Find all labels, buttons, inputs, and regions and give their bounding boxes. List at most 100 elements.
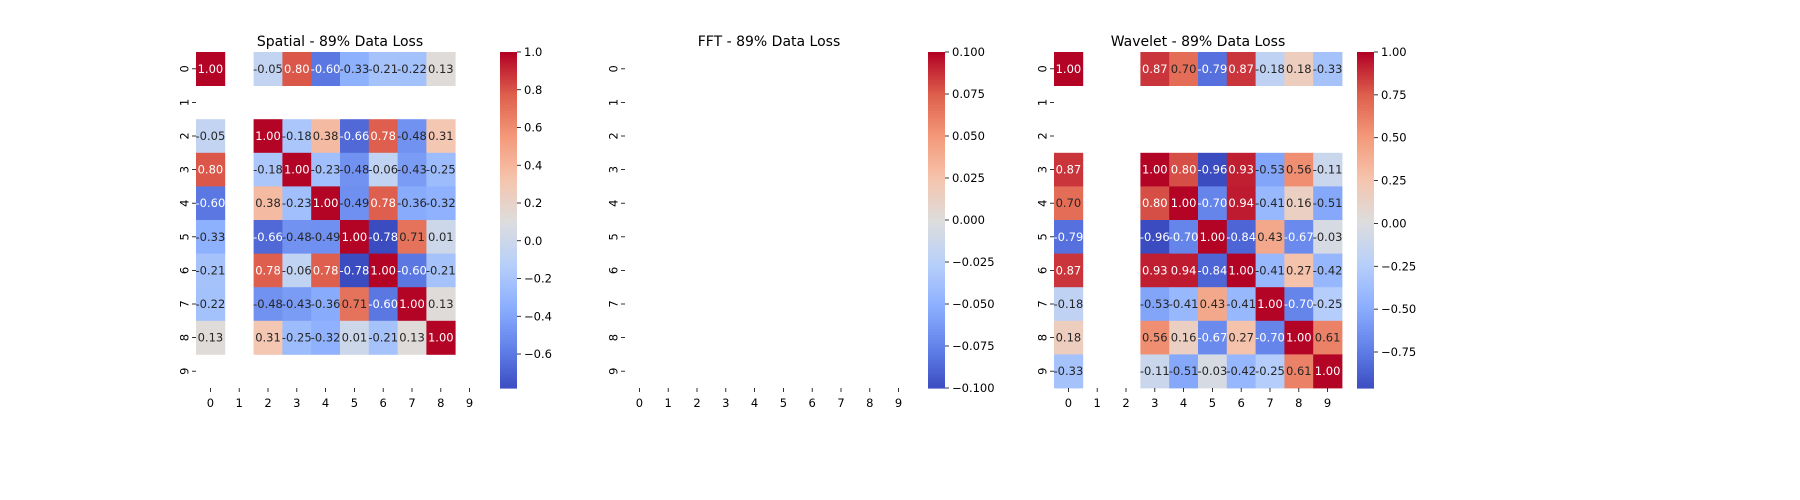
spatial-colorbar-segment: [500, 284, 517, 288]
wavelet-colorbar-segment: [1357, 217, 1374, 221]
fft-colorbar-segment: [928, 57, 945, 61]
wavelet-colorbar-segment: [1357, 85, 1374, 89]
spatial-cell: [397, 253, 427, 288]
fft-colorbar-segment: [928, 256, 945, 260]
spatial-colorbar-segment: [500, 130, 517, 134]
spatial-cell-label: 0.31: [428, 129, 454, 143]
fft-colorbar-segment: [928, 133, 945, 137]
spatial-cell: [368, 52, 398, 86]
wavelet-cell-label: 1.00: [1200, 230, 1226, 244]
fft-colorbar-segment: [928, 197, 945, 201]
spatial-cell-label: -0.06: [282, 263, 312, 277]
spatial-cell-label: 1.00: [428, 331, 454, 345]
spatial-cell-label: -0.06: [368, 163, 398, 177]
fft-colorbar-segment: [928, 337, 945, 341]
wavelet-colorbar-segment: [1357, 326, 1374, 330]
spatial-cell: [253, 152, 283, 187]
wavelet-cell: [1226, 354, 1256, 389]
wavelet-cell-label: -0.11: [1313, 163, 1343, 177]
wavelet-colorbar-segment: [1357, 295, 1374, 299]
wavelet-cell-label: -0.51: [1313, 196, 1343, 210]
wavelet-cell-label: -0.33: [1313, 62, 1343, 76]
wavelet-cell: [1169, 354, 1199, 389]
spatial-colorbar-segment: [500, 80, 517, 84]
spatial-cell-label: -0.25: [282, 331, 312, 345]
fft-x-tick-label: 9: [895, 396, 902, 410]
wavelet-colorbar-segment: [1357, 343, 1374, 347]
wavelet-cell-label: 0.80: [1171, 163, 1197, 177]
spatial-cell-label: -0.66: [340, 129, 370, 143]
spatial-colorbar-segment: [500, 119, 517, 123]
spatial-cell-label: -0.66: [253, 230, 283, 244]
spatial-x-tick-label: 3: [293, 396, 300, 410]
fft-colorbar-segment: [928, 85, 945, 89]
wavelet-x-tick-label: 0: [1065, 396, 1072, 410]
wavelet-cell: [1313, 320, 1343, 355]
wavelet-cell-label: 0.61: [1315, 331, 1341, 345]
wavelet-colorbar-segment: [1357, 379, 1374, 383]
wavelet-colorbar-segment: [1357, 298, 1374, 302]
spatial-cell: [368, 320, 398, 355]
spatial-cell-label: -0.60: [196, 196, 226, 210]
wavelet-cell-label: 1.00: [1228, 263, 1254, 277]
spatial-colorbar-segment: [500, 354, 517, 358]
spatial-cell-label: -0.05: [196, 129, 226, 143]
wavelet-cell-label: 0.80: [1142, 196, 1168, 210]
spatial-colorbar-segment: [500, 158, 517, 162]
fft-colorbar-segment: [928, 80, 945, 84]
wavelet-x-tick-label: 6: [1238, 396, 1245, 410]
spatial-colorbar-segment: [500, 94, 517, 98]
wavelet-cell-label: 0.16: [1286, 196, 1312, 210]
spatial-colorbar-segment: [500, 231, 517, 235]
spatial-cell-label: -0.33: [196, 230, 226, 244]
fft-colorbar-segment: [928, 208, 945, 213]
wavelet-colorbar-segment: [1357, 318, 1374, 322]
wavelet-colorbar-segment: [1357, 304, 1374, 308]
spatial-colorbar-segment: [500, 281, 517, 285]
spatial-cell: [426, 152, 456, 187]
wavelet-cell: [1054, 287, 1084, 322]
spatial-cell: [196, 52, 226, 86]
fft-colorbar-segment: [928, 164, 945, 168]
spatial-cell: [397, 186, 427, 221]
fft-colorbar-segment: [928, 262, 945, 266]
spatial-colorbar-segment: [500, 189, 517, 193]
spatial-cell: [397, 152, 427, 187]
wavelet-cell: [1255, 220, 1285, 254]
fft-colorbar-segment: [928, 77, 945, 81]
spatial-colorbar-segment: [500, 276, 517, 280]
wavelet-colorbar-segment: [1357, 144, 1374, 148]
wavelet-colorbar-tick-label: −0.50: [1381, 302, 1416, 316]
wavelet-colorbar-tick-label: 0.00: [1381, 216, 1407, 230]
spatial-cell-label: 0.31: [255, 331, 281, 345]
fft-colorbar-segment: [928, 329, 945, 333]
wavelet-cell-label: -0.03: [1198, 364, 1228, 378]
wavelet-colorbar-segment: [1357, 225, 1374, 229]
wavelet-colorbar-segment: [1357, 234, 1374, 238]
wavelet-cell: [1255, 354, 1285, 389]
spatial-colorbar-segment: [500, 220, 517, 224]
spatial-colorbar-segment: [500, 147, 517, 151]
wavelet-colorbar-segment: [1357, 99, 1374, 103]
wavelet-colorbar-segment: [1357, 315, 1374, 319]
spatial-cell-label: -0.23: [311, 163, 341, 177]
wavelet-colorbar-segment: [1357, 376, 1374, 381]
fft-colorbar-segment: [928, 348, 945, 353]
spatial-colorbar-segment: [500, 169, 517, 173]
wavelet-colorbar-segment: [1357, 357, 1374, 361]
fft-colorbar-segment: [928, 334, 945, 339]
spatial-colorbar-tick-label: −0.4: [524, 309, 552, 323]
wavelet-colorbar-segment: [1357, 74, 1374, 78]
spatial-colorbar-segment: [500, 214, 517, 218]
fft-colorbar-segment: [928, 379, 945, 383]
wavelet-cell-label: 0.93: [1142, 263, 1168, 277]
fft-colorbar-segment: [928, 357, 945, 361]
spatial-cell: [253, 320, 283, 355]
fft-colorbar-segment: [928, 267, 945, 271]
fft-colorbar-segment: [928, 323, 945, 327]
wavelet-colorbar-segment: [1357, 122, 1374, 126]
spatial-cell-label: 0.71: [399, 230, 425, 244]
spatial-colorbar-segment: [500, 273, 517, 277]
fft-colorbar-segment: [928, 189, 945, 193]
